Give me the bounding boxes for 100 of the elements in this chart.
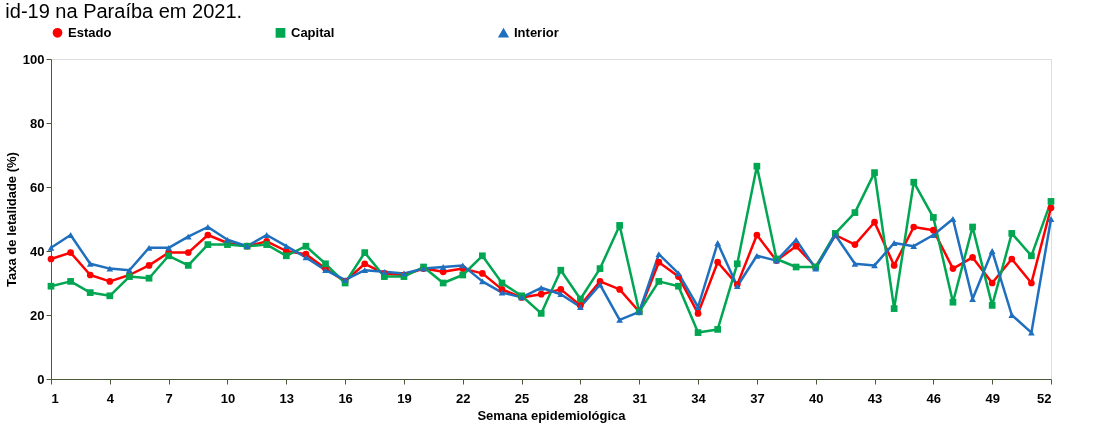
x-tick-label: 46 bbox=[926, 390, 942, 406]
point bbox=[126, 267, 133, 274]
point bbox=[851, 260, 859, 267]
point bbox=[910, 178, 918, 186]
point bbox=[714, 240, 722, 246]
point bbox=[596, 265, 604, 272]
point bbox=[1047, 204, 1055, 212]
point bbox=[675, 282, 682, 290]
point bbox=[890, 305, 898, 312]
point bbox=[224, 236, 231, 243]
point bbox=[577, 295, 584, 303]
x-tick-label: 19 bbox=[397, 390, 412, 406]
chart-title: id-19 na Paraíba em 2021. bbox=[5, 0, 243, 22]
point bbox=[263, 232, 271, 238]
x-tick-label: 49 bbox=[985, 390, 1000, 406]
point bbox=[361, 260, 369, 268]
point bbox=[557, 266, 565, 274]
x-tick-label: 37 bbox=[750, 390, 765, 406]
y-axis-title: Taxa de letalidade (%) bbox=[3, 152, 19, 287]
point bbox=[86, 271, 94, 279]
x-tick-label: 34 bbox=[691, 390, 707, 406]
point bbox=[361, 267, 369, 274]
point bbox=[988, 302, 996, 309]
point bbox=[871, 218, 878, 226]
x-tick-label: 10 bbox=[220, 390, 236, 406]
point bbox=[184, 262, 192, 269]
point bbox=[1047, 216, 1055, 222]
point bbox=[165, 244, 172, 251]
point bbox=[910, 223, 918, 231]
point bbox=[930, 226, 937, 234]
point bbox=[930, 232, 937, 238]
point bbox=[949, 298, 957, 306]
point bbox=[361, 249, 369, 256]
point bbox=[1008, 230, 1016, 237]
point bbox=[753, 162, 761, 170]
point bbox=[145, 274, 153, 282]
point bbox=[47, 244, 55, 251]
point bbox=[655, 251, 663, 258]
point bbox=[67, 232, 74, 238]
y-tick-label: 100 bbox=[22, 51, 45, 67]
point bbox=[165, 252, 172, 260]
point bbox=[479, 278, 486, 285]
point bbox=[67, 278, 74, 285]
point bbox=[969, 223, 976, 231]
point bbox=[753, 231, 761, 239]
x-tick-label: 28 bbox=[573, 390, 589, 406]
point bbox=[282, 243, 290, 250]
point bbox=[537, 284, 545, 291]
point bbox=[792, 236, 800, 243]
x-tick-label: 13 bbox=[279, 390, 295, 406]
point bbox=[890, 240, 898, 246]
point bbox=[694, 310, 702, 317]
point bbox=[616, 222, 623, 229]
x-tick-label: 31 bbox=[632, 390, 647, 406]
point bbox=[733, 260, 741, 268]
point bbox=[871, 169, 878, 176]
point bbox=[439, 264, 447, 270]
point bbox=[537, 290, 545, 298]
point bbox=[282, 252, 290, 260]
point bbox=[322, 260, 329, 268]
point bbox=[302, 242, 310, 250]
point bbox=[753, 252, 761, 259]
x-tick-label: 16 bbox=[338, 390, 353, 406]
point bbox=[969, 254, 976, 261]
y-tick-label: 20 bbox=[30, 307, 45, 323]
point bbox=[557, 286, 565, 293]
y-tick-label: 60 bbox=[30, 179, 45, 195]
point bbox=[616, 316, 623, 323]
x-tick-label: 4 bbox=[106, 390, 115, 406]
point bbox=[949, 216, 957, 222]
point bbox=[988, 248, 996, 254]
legend-label: Estado bbox=[68, 24, 112, 40]
point bbox=[439, 279, 447, 287]
x-tick-label: 25 bbox=[514, 390, 530, 406]
point bbox=[949, 265, 957, 272]
point bbox=[655, 278, 663, 285]
point bbox=[792, 242, 800, 250]
point bbox=[1028, 252, 1035, 260]
point bbox=[106, 265, 114, 272]
point bbox=[714, 258, 722, 266]
point bbox=[184, 233, 192, 240]
legend-label: Interior bbox=[514, 25, 559, 41]
point bbox=[694, 329, 702, 336]
x-tick-label: 40 bbox=[808, 390, 824, 406]
point bbox=[86, 289, 94, 296]
point bbox=[47, 255, 55, 263]
point bbox=[537, 310, 545, 317]
point bbox=[714, 326, 722, 333]
point bbox=[204, 231, 212, 239]
point bbox=[930, 214, 937, 221]
point bbox=[1047, 198, 1055, 205]
point bbox=[851, 209, 859, 216]
x-tick-label: 52 bbox=[1037, 390, 1052, 406]
point bbox=[86, 260, 94, 267]
point bbox=[1028, 279, 1035, 287]
point bbox=[988, 279, 996, 287]
point bbox=[106, 292, 114, 300]
point bbox=[106, 278, 114, 285]
point bbox=[459, 271, 467, 279]
point bbox=[47, 282, 55, 290]
